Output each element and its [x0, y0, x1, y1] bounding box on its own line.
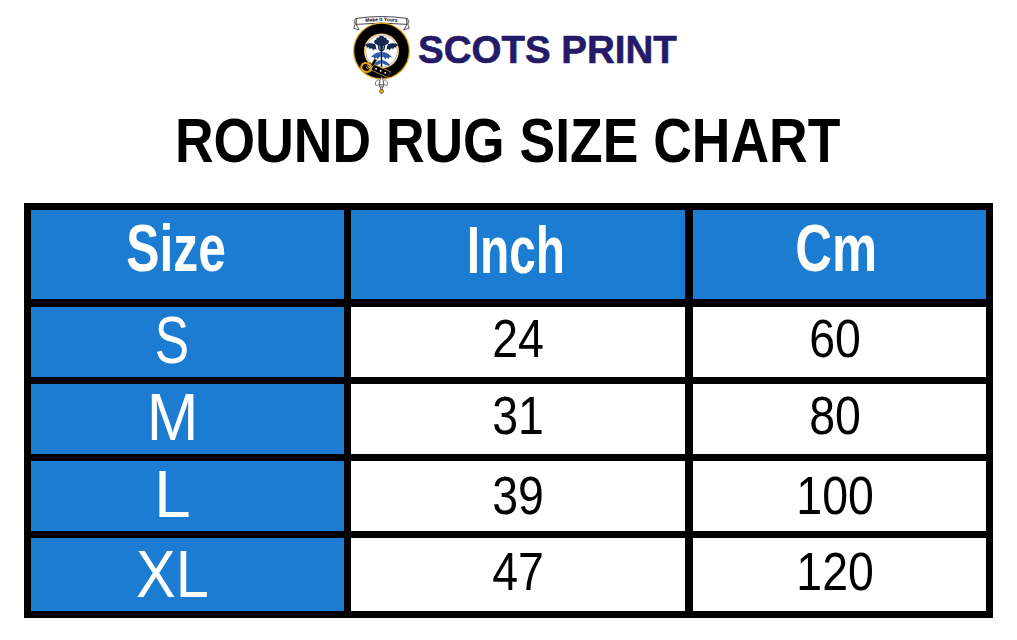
svg-text:Make It Yours: Make It Yours	[365, 16, 398, 23]
